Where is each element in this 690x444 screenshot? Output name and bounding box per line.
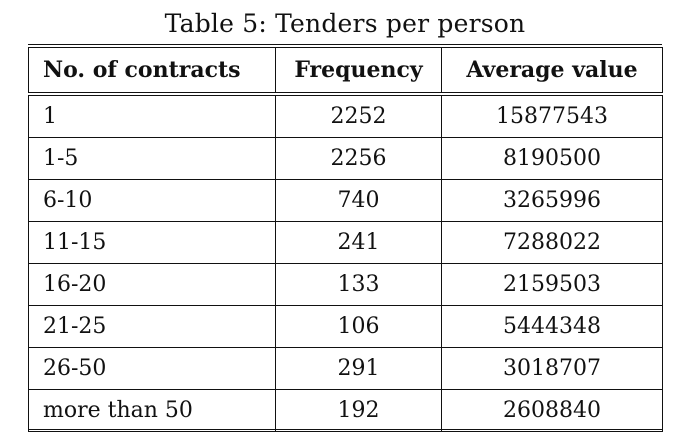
cell-average-value: 3265996 bbox=[441, 179, 663, 222]
cell-frequency: 291 bbox=[275, 347, 442, 390]
cell-average-value: 8190500 bbox=[441, 137, 663, 180]
cell-contracts: 1-5 bbox=[28, 137, 276, 180]
table-row: 6-10 740 3265996 bbox=[28, 179, 663, 222]
cell-contracts: 6-10 bbox=[28, 179, 276, 222]
table-row: 26-50 291 3018707 bbox=[28, 347, 663, 390]
column-header-contracts: No. of contracts bbox=[28, 47, 276, 96]
cell-frequency: 2252 bbox=[275, 92, 442, 138]
cell-frequency: 133 bbox=[275, 263, 442, 306]
cell-average-value: 7288022 bbox=[441, 221, 663, 264]
header-row: No. of contracts Frequency Average value bbox=[28, 47, 663, 96]
cell-average-value: 5444348 bbox=[441, 305, 663, 348]
cell-frequency: 241 bbox=[275, 221, 442, 264]
cell-contracts: 26-50 bbox=[28, 347, 276, 390]
cell-average-value: 3018707 bbox=[441, 347, 663, 390]
top-rule bbox=[28, 44, 662, 45]
tenders-table: No. of contracts Frequency Average value… bbox=[28, 47, 663, 432]
cell-frequency: 106 bbox=[275, 305, 442, 348]
table-row: 1 2252 15877543 bbox=[28, 92, 663, 138]
cell-average-value: 2608840 bbox=[441, 389, 663, 432]
column-header-frequency: Frequency bbox=[275, 47, 442, 96]
cell-average-value: 15877543 bbox=[441, 92, 663, 138]
cell-contracts: 1 bbox=[28, 92, 276, 138]
cell-frequency: 740 bbox=[275, 179, 442, 222]
cell-contracts: 21-25 bbox=[28, 305, 276, 348]
cell-contracts: more than 50 bbox=[28, 389, 276, 432]
cell-contracts: 16-20 bbox=[28, 263, 276, 306]
bottom-rule bbox=[28, 429, 662, 430]
table-row: 21-25 106 5444348 bbox=[28, 305, 663, 348]
table-row: 11-15 241 7288022 bbox=[28, 221, 663, 264]
table-row: more than 50 192 2608840 bbox=[28, 389, 663, 432]
column-header-average-value: Average value bbox=[441, 47, 663, 96]
cell-frequency: 2256 bbox=[275, 137, 442, 180]
table-row: 16-20 133 2159503 bbox=[28, 263, 663, 306]
cell-contracts: 11-15 bbox=[28, 221, 276, 264]
table-caption: Table 5: Tenders per person bbox=[164, 9, 526, 38]
cell-frequency: 192 bbox=[275, 389, 442, 432]
cell-average-value: 2159503 bbox=[441, 263, 663, 306]
table-row: 1-5 2256 8190500 bbox=[28, 137, 663, 180]
